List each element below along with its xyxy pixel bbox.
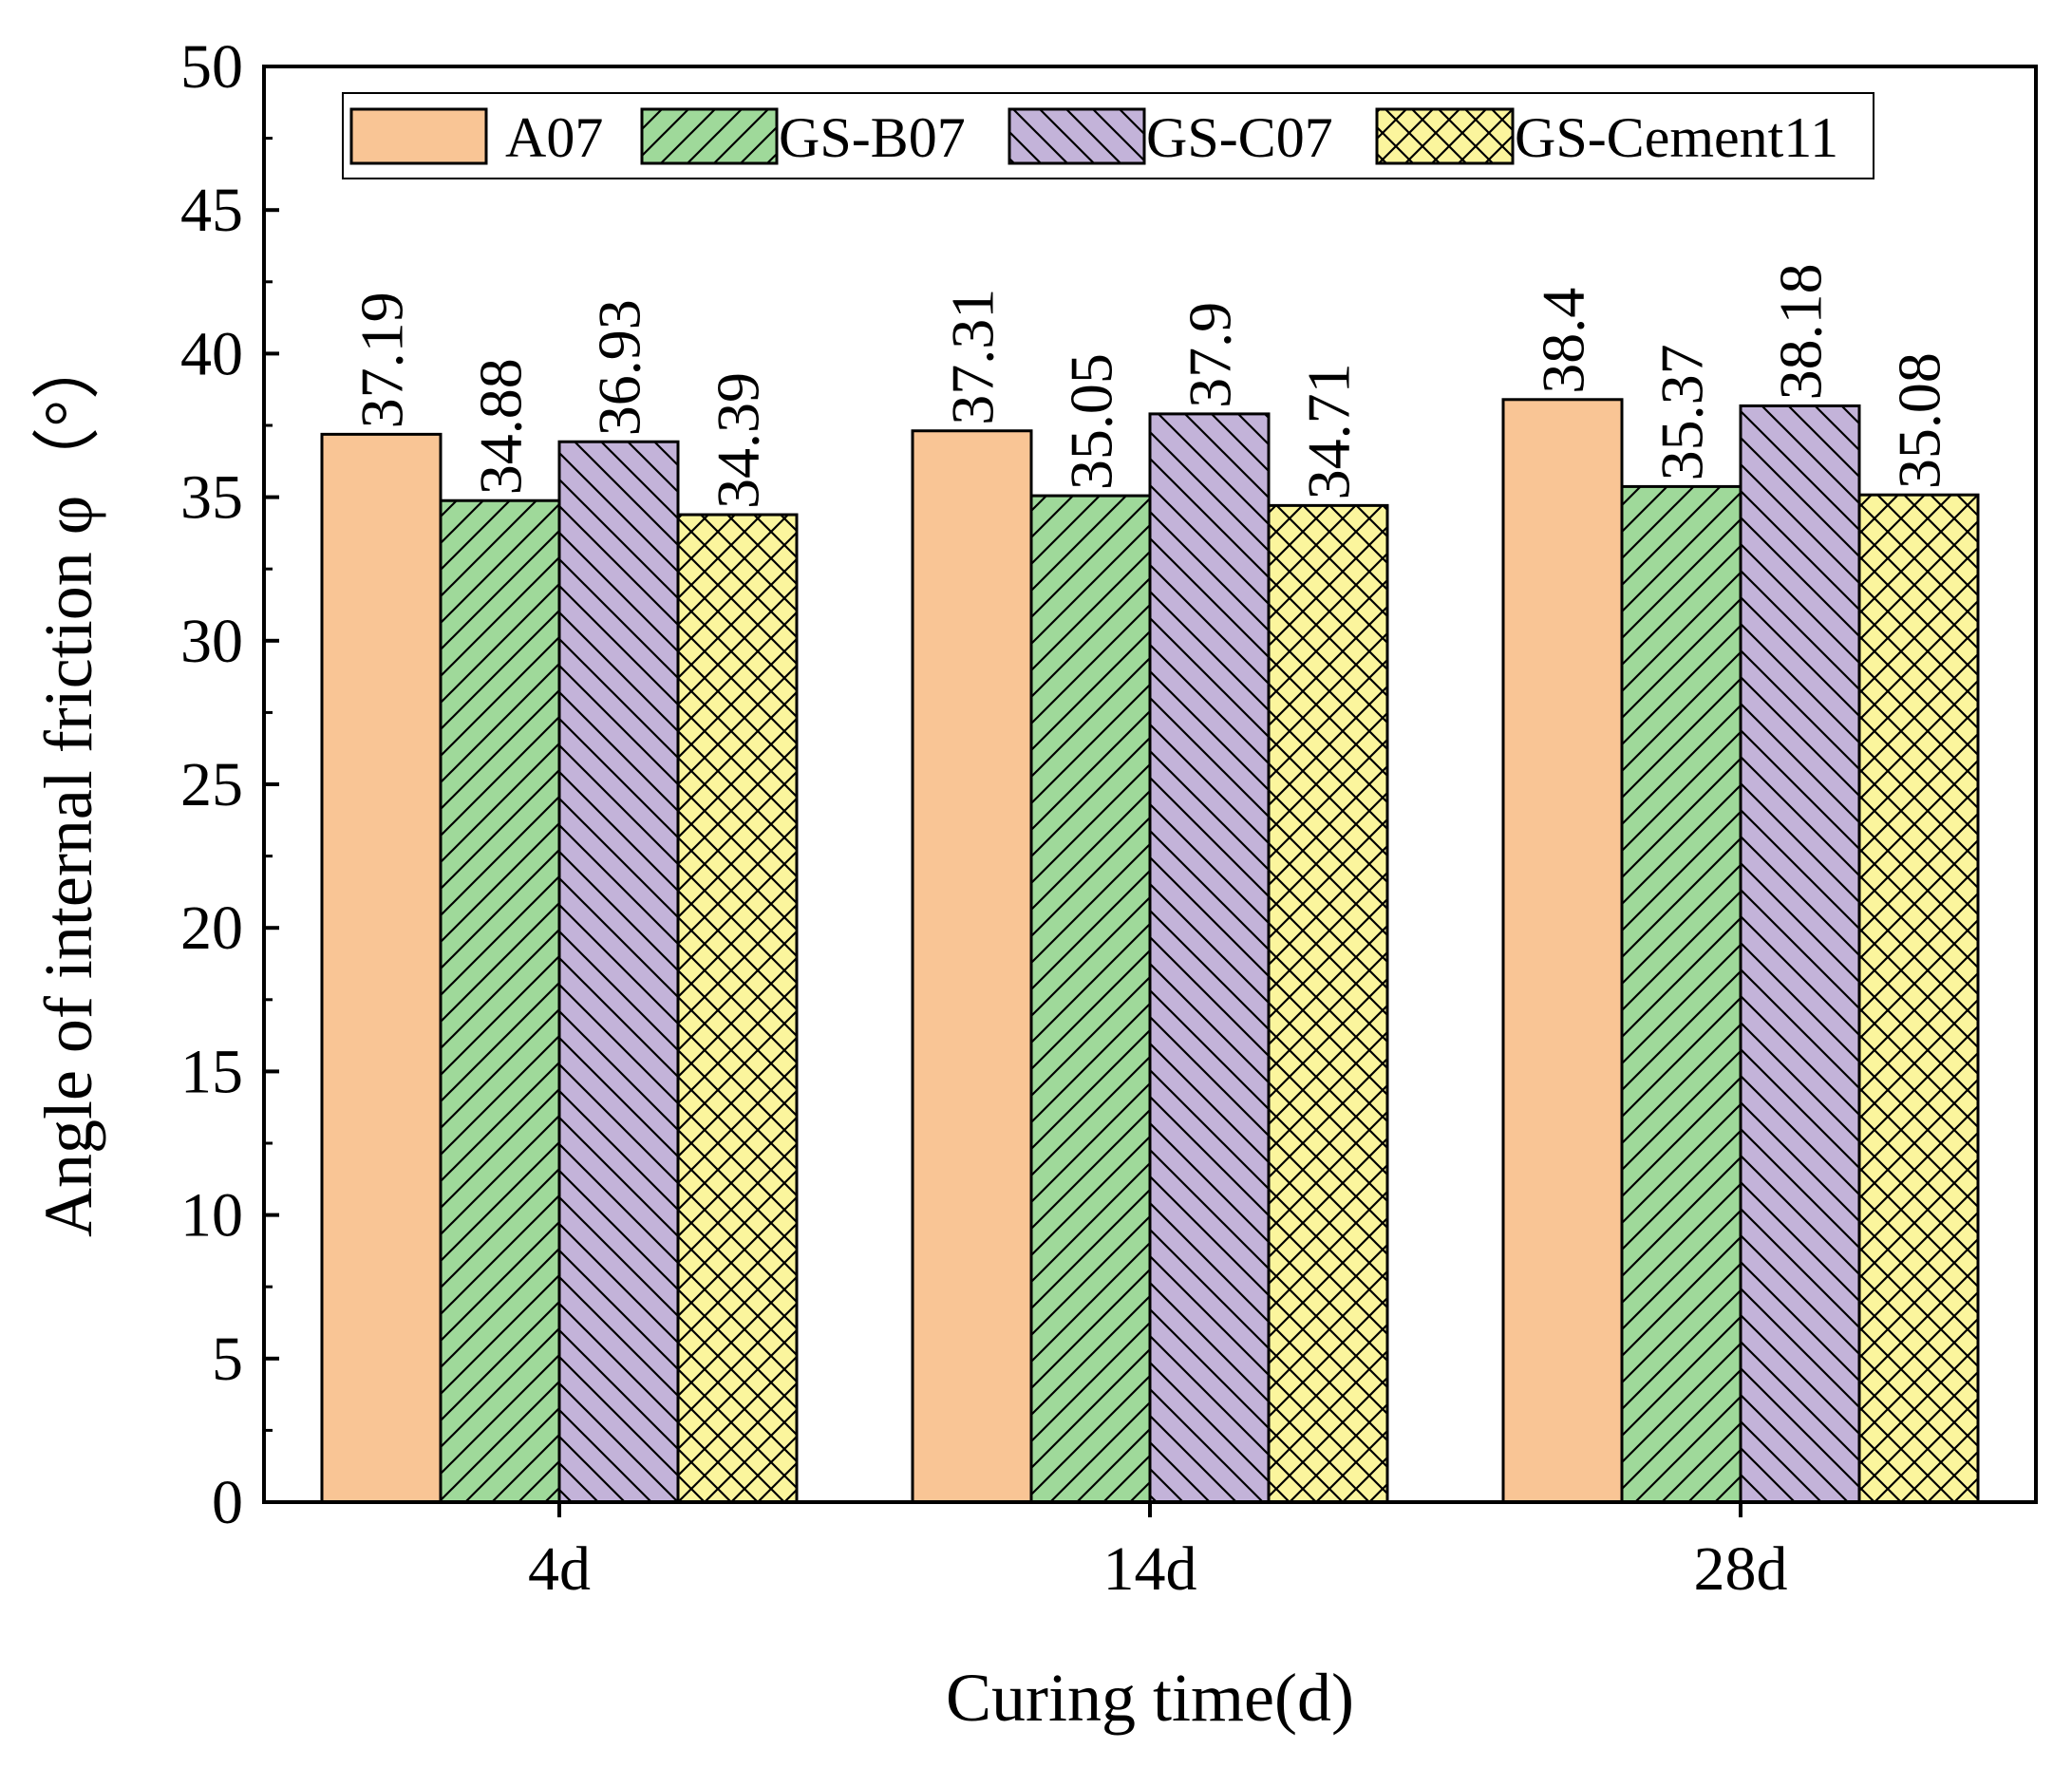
y-tick-label: 25 <box>180 750 243 819</box>
bar-value-label: 37.31 <box>939 289 1007 425</box>
bars-layer <box>320 398 1980 1504</box>
bar-hatch <box>1269 505 1387 1502</box>
x-axis: 4d 14d 28d <box>528 1502 1788 1604</box>
x-axis-title: Curing time(d) <box>946 1660 1354 1736</box>
bar-gs-b07-14d <box>1029 494 1152 1504</box>
y-tick-label: 45 <box>180 176 243 245</box>
bar-hatch <box>441 500 559 1503</box>
bar-hatch <box>1622 486 1741 1503</box>
legend-swatch-outline <box>1375 107 1515 165</box>
legend: A07 GS-B07 GS-C07 GS-Cement11 <box>342 92 1874 179</box>
bar-gs-b07-4d <box>439 498 561 1504</box>
bar-gs-b07-28d <box>1620 484 1742 1504</box>
legend-swatch <box>351 109 486 163</box>
legend-item-gs-cement11: GS-Cement11 <box>1375 106 1838 169</box>
x-tick-label: 14d <box>1103 1534 1197 1604</box>
value-labels-layer: 37.19 34.88 36.93 34.39 37.31 35.05 37.9 34.71 3… <box>348 263 1953 509</box>
y-tick-label: 20 <box>180 893 243 963</box>
bar-value-label: 37.9 <box>1177 302 1244 408</box>
y-tick-label: 5 <box>212 1325 243 1394</box>
legend-label: GS-B07 <box>779 106 966 169</box>
y-tick-label: 10 <box>180 1181 243 1251</box>
y-tick-label: 30 <box>180 607 243 676</box>
bar-a07-28d <box>1501 398 1624 1504</box>
bar-gs-cement11-14d <box>1267 503 1389 1504</box>
bar-gs-c07-4d <box>557 440 680 1504</box>
bar-fill <box>1503 399 1622 1503</box>
bar-hatch <box>559 442 678 1502</box>
bar-gs-cement11-4d <box>676 513 799 1504</box>
bar-value-label: 34.88 <box>467 358 535 495</box>
legend-swatch-hatch <box>642 109 777 163</box>
bar-value-label: 35.37 <box>1648 344 1716 480</box>
legend-item-gs-b07: GS-B07 <box>640 106 966 169</box>
bar-value-label: 35.05 <box>1058 353 1125 490</box>
bar-hatch <box>1741 405 1859 1503</box>
legend-label: GS-Cement11 <box>1515 106 1838 169</box>
legend-label: A07 <box>505 106 603 169</box>
y-tick-label: 40 <box>180 319 243 388</box>
bar-value-label: 35.08 <box>1886 352 1953 489</box>
bar-hatch <box>1150 413 1269 1502</box>
bar-hatch <box>1859 495 1978 1502</box>
legend-label: GS-C07 <box>1146 106 1333 169</box>
bar-fill <box>913 430 1031 1502</box>
legend-item-gs-c07: GS-C07 <box>1008 106 1333 169</box>
x-tick-label: 28d <box>1694 1534 1788 1604</box>
bar-value-label: 37.19 <box>348 292 416 428</box>
bar-fill <box>322 434 441 1502</box>
bar-value-label: 36.93 <box>586 299 653 436</box>
y-tick-label: 50 <box>180 32 243 102</box>
bar-value-label: 34.39 <box>705 372 772 509</box>
bar-hatch <box>1031 496 1150 1502</box>
y-tick-label: 0 <box>212 1468 243 1537</box>
x-tick-label: 4d <box>528 1534 591 1604</box>
legend-swatch-hatch <box>1377 109 1513 163</box>
bar-value-label: 34.71 <box>1295 363 1363 499</box>
bar-value-label: 38.18 <box>1767 263 1835 400</box>
legend-swatch-outline <box>640 107 779 165</box>
bar-value-label: 38.4 <box>1530 288 1597 394</box>
bar-gs-cement11-28d <box>1857 493 1980 1504</box>
bar-hatch <box>678 515 797 1502</box>
bar-gs-c07-28d <box>1739 404 1861 1504</box>
legend-item-a07: A07 <box>349 106 603 169</box>
legend-swatch-hatch <box>1009 109 1144 163</box>
legend-swatch-outline <box>1008 107 1146 165</box>
y-axis: 0 5 10 15 20 25 30 35 40 45 50 <box>180 32 279 1537</box>
bar-gs-c07-14d <box>1148 412 1271 1504</box>
y-tick-label: 15 <box>180 1037 243 1106</box>
y-axis-title: Angle of internal friction φ（°） <box>30 331 106 1237</box>
bar-a07-4d <box>320 432 443 1504</box>
y-tick-label: 35 <box>180 463 243 533</box>
legend-swatch-outline <box>349 107 488 165</box>
bar-a07-14d <box>911 429 1033 1504</box>
